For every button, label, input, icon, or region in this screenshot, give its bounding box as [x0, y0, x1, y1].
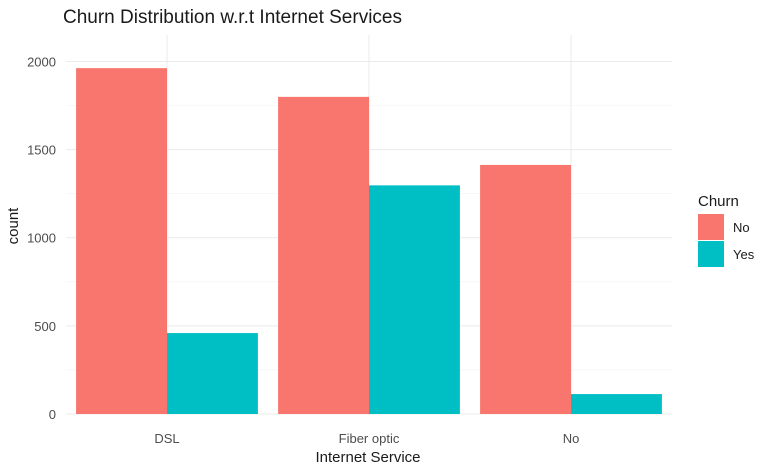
bar-no-dsl — [76, 68, 167, 414]
y-tick-label: 1000 — [27, 231, 56, 246]
chart-title: Churn Distribution w.r.t Internet Servic… — [63, 7, 402, 28]
bar-yes-no — [571, 394, 662, 414]
legend-title: Churn — [698, 193, 739, 210]
y-tick-label: 0 — [49, 407, 56, 422]
x-tick-label: No — [563, 431, 580, 446]
bars-layer — [76, 68, 662, 414]
bar-no-no — [480, 164, 571, 414]
bar-no-fiber-optic — [278, 96, 369, 414]
legend-key-yes — [698, 241, 724, 267]
y-tick-label: 500 — [34, 319, 56, 334]
legend-label-yes: Yes — [733, 247, 755, 262]
x-axis-label: Internet Service — [315, 449, 420, 466]
bar-yes-fiber-optic — [369, 185, 460, 414]
y-tick-label: 1500 — [27, 143, 56, 158]
bar-yes-dsl — [167, 333, 258, 414]
axis-layer: 0 500 1000 1500 2000 DSL Fiber optic No — [27, 54, 579, 446]
y-tick-label: 2000 — [27, 54, 56, 69]
x-tick-label: DSL — [154, 431, 179, 446]
x-tick-label: Fiber optic — [339, 431, 400, 446]
y-axis-label: count — [5, 207, 22, 245]
legend-label-no: No — [733, 220, 750, 235]
legend-key-no — [698, 214, 724, 240]
legend: Churn No Yes — [698, 193, 755, 267]
